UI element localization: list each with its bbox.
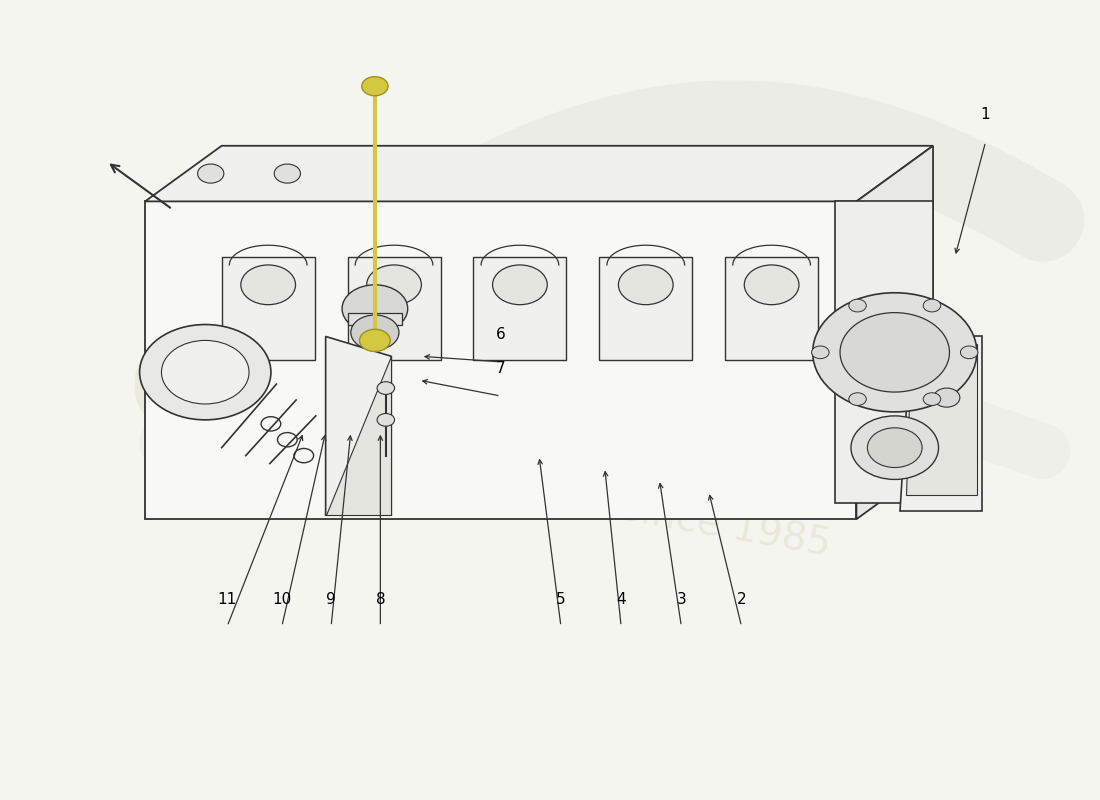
Text: 10: 10 bbox=[272, 591, 292, 606]
Polygon shape bbox=[905, 344, 977, 495]
Circle shape bbox=[274, 164, 300, 183]
Bar bbox=[348, 313, 403, 325]
Bar bbox=[222, 257, 315, 360]
Circle shape bbox=[849, 299, 867, 312]
Text: europarts: europarts bbox=[128, 310, 972, 458]
Circle shape bbox=[618, 265, 673, 305]
Circle shape bbox=[342, 285, 408, 333]
Text: 2: 2 bbox=[737, 591, 746, 606]
Circle shape bbox=[813, 293, 977, 412]
Polygon shape bbox=[900, 337, 982, 511]
Text: 9: 9 bbox=[327, 591, 336, 606]
Bar bbox=[600, 257, 692, 360]
Circle shape bbox=[241, 265, 296, 305]
Circle shape bbox=[351, 315, 399, 350]
Text: 1: 1 bbox=[981, 107, 990, 122]
Bar bbox=[348, 257, 441, 360]
Text: 8: 8 bbox=[375, 591, 385, 606]
Bar bbox=[473, 257, 566, 360]
Circle shape bbox=[366, 265, 421, 305]
Text: a passion for cars since 1985: a passion for cars since 1985 bbox=[266, 427, 834, 563]
Circle shape bbox=[934, 388, 960, 407]
Circle shape bbox=[493, 265, 548, 305]
Text: 4: 4 bbox=[616, 591, 626, 606]
Polygon shape bbox=[326, 356, 392, 515]
Text: 6: 6 bbox=[496, 327, 506, 342]
Text: 3: 3 bbox=[676, 591, 686, 606]
Bar bbox=[725, 257, 818, 360]
Text: 5: 5 bbox=[557, 591, 565, 606]
Circle shape bbox=[140, 325, 271, 420]
Circle shape bbox=[868, 428, 922, 467]
Circle shape bbox=[923, 299, 940, 312]
Circle shape bbox=[840, 313, 949, 392]
Text: 7: 7 bbox=[496, 361, 506, 376]
Circle shape bbox=[851, 416, 938, 479]
Circle shape bbox=[849, 393, 867, 406]
Circle shape bbox=[198, 164, 224, 183]
Circle shape bbox=[745, 265, 799, 305]
Circle shape bbox=[162, 341, 249, 404]
Circle shape bbox=[360, 330, 390, 351]
Bar bbox=[145, 202, 857, 519]
Circle shape bbox=[377, 414, 395, 426]
Text: 11: 11 bbox=[218, 591, 236, 606]
Bar bbox=[835, 202, 933, 503]
Polygon shape bbox=[326, 337, 392, 515]
Circle shape bbox=[923, 393, 940, 406]
Circle shape bbox=[960, 346, 978, 358]
Polygon shape bbox=[145, 146, 933, 202]
Circle shape bbox=[812, 346, 829, 358]
Polygon shape bbox=[857, 146, 933, 519]
Circle shape bbox=[362, 77, 388, 96]
Circle shape bbox=[377, 382, 395, 394]
